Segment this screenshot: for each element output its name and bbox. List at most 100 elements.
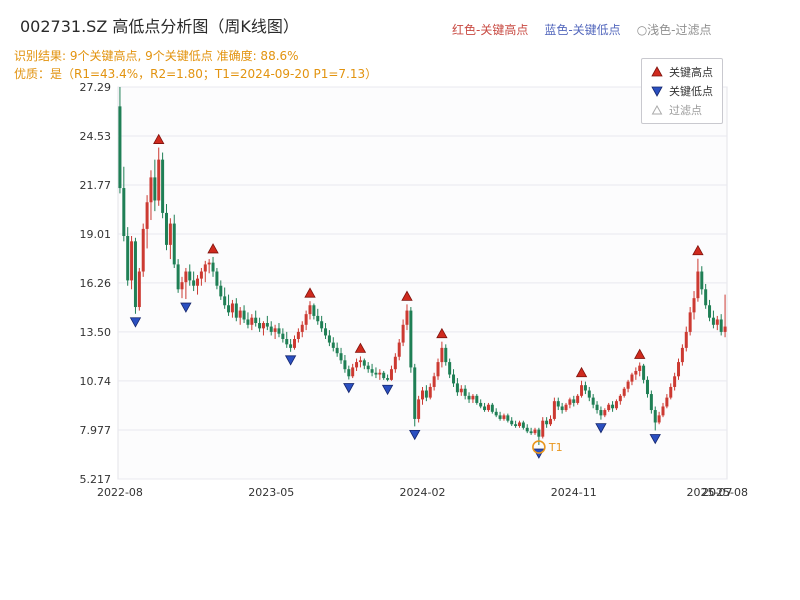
- candle-body: [517, 422, 521, 427]
- candle-body: [347, 369, 351, 377]
- legend-row-filtered: 过滤点: [651, 102, 713, 118]
- candle-body: [421, 390, 424, 400]
- candle-body: [211, 262, 215, 272]
- candle-body: [715, 319, 719, 325]
- candle-body: [176, 264, 180, 290]
- candle-body: [719, 319, 723, 332]
- candle-body: [168, 223, 172, 245]
- candle-body: [440, 347, 444, 363]
- key-low-marker: [180, 302, 192, 313]
- candle-body: [510, 420, 514, 425]
- candle-body: [273, 328, 277, 332]
- candle-body: [378, 372, 382, 375]
- candle-body: [471, 395, 475, 400]
- candle-body: [203, 264, 207, 272]
- candle-body: [711, 317, 715, 325]
- candle-body: [599, 410, 603, 416]
- key-high-marker: [436, 327, 448, 339]
- candle-body: [677, 362, 681, 377]
- candle-body: [611, 404, 615, 409]
- candle-body: [692, 298, 696, 313]
- candle-body: [448, 362, 452, 375]
- candle-body: [351, 367, 355, 377]
- candle-body: [199, 271, 203, 279]
- candle-body: [653, 410, 657, 423]
- candle-body: [335, 347, 339, 354]
- key-low-marker: [595, 423, 607, 434]
- y-tick-label: 7.977: [80, 424, 112, 437]
- candle-body: [595, 404, 599, 411]
- candle-body: [223, 296, 227, 306]
- candle-body: [180, 282, 184, 290]
- candle-body: [405, 310, 409, 325]
- legend-label-key-low: 关键低点: [669, 85, 713, 98]
- candle-body: [234, 303, 238, 318]
- candle-body: [355, 362, 359, 368]
- candle-body: [300, 324, 304, 332]
- candle-body: [560, 406, 564, 411]
- candle-body: [684, 331, 688, 348]
- candle-body: [320, 321, 324, 329]
- candle-body: [436, 362, 440, 377]
- candle-body: [506, 415, 510, 421]
- candle-body: [358, 360, 362, 363]
- y-tick-label: 21.77: [80, 179, 112, 192]
- key-high-marker: [692, 244, 704, 256]
- candle-body: [452, 374, 456, 384]
- candle-body: [657, 415, 661, 423]
- candle-body: [572, 399, 576, 403]
- key-low-marker: [284, 355, 297, 366]
- candle-body: [374, 372, 378, 375]
- legend-label-key-high: 关键高点: [669, 66, 713, 79]
- candle-body: [316, 315, 320, 322]
- candle-body: [230, 303, 234, 313]
- t1-label: T1: [548, 441, 563, 454]
- candle-body: [568, 399, 572, 405]
- candle-body: [483, 406, 487, 411]
- candle-body: [552, 401, 556, 419]
- candle-body: [490, 404, 494, 412]
- legend-label-filtered: 过滤点: [669, 104, 702, 117]
- candle-body: [723, 326, 727, 332]
- candle-body: [192, 280, 196, 286]
- candle-body: [545, 420, 549, 425]
- candle-body: [126, 236, 130, 281]
- key-high-marker: [354, 342, 367, 353]
- candle-body: [296, 331, 300, 340]
- candle-body: [149, 177, 153, 203]
- top-legend-key-high: 红色-关键高点: [452, 23, 529, 37]
- candle-body: [525, 427, 529, 432]
- candle-body: [688, 312, 692, 332]
- candle-body: [157, 159, 161, 201]
- filtered-point-triangle-icon: [651, 104, 663, 115]
- key-high-marker: [153, 133, 165, 144]
- candle-body: [327, 335, 331, 343]
- candle-body: [164, 212, 168, 245]
- candle-body: [533, 429, 537, 434]
- candle-body: [261, 323, 265, 329]
- candle-body: [343, 360, 347, 370]
- key-low-marker: [409, 429, 421, 441]
- top-legend-key-low: 蓝色-关键低点: [544, 23, 621, 37]
- candle-body: [669, 386, 673, 398]
- candle-body: [537, 429, 541, 437]
- candle-body: [428, 386, 432, 398]
- candle-body: [556, 401, 560, 407]
- y-tick-label: 5.217: [80, 473, 112, 486]
- candle-body: [580, 385, 584, 396]
- candle-body: [521, 422, 525, 428]
- candle-body: [188, 271, 192, 281]
- quality-line: 优质：是（R1=43.4%，R2=1.80；T1=2024-09-20 P1=7…: [14, 67, 378, 81]
- y-tick-label: 10.74: [80, 375, 112, 388]
- candle-body: [393, 356, 397, 370]
- key-low-marker: [343, 383, 355, 394]
- candle-body: [172, 223, 176, 265]
- candle-body: [386, 378, 390, 380]
- candle-body: [529, 431, 533, 434]
- candle-body: [587, 390, 591, 398]
- x-tick-label: 2025-07: [687, 486, 733, 499]
- candle-body: [308, 305, 312, 315]
- candle-body: [122, 188, 126, 237]
- page-title: 002731.SZ 高低点分析图（周K线图）: [20, 17, 299, 36]
- key-high-marker: [575, 366, 588, 378]
